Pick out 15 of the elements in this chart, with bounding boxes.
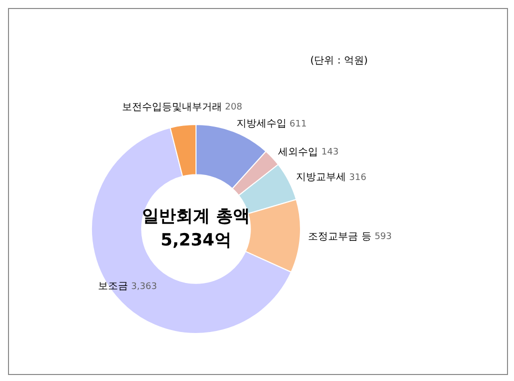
data-label: 593 xyxy=(374,232,392,242)
data-label: 143 xyxy=(321,148,339,158)
slice-label: 세외수입 xyxy=(278,146,322,158)
data-label: 316 xyxy=(349,172,367,183)
slice-label: 보조금 xyxy=(98,281,132,292)
slice-label: 조정교부금 등 xyxy=(308,231,375,242)
slice-label: 보전수입등및내부거래 xyxy=(122,102,225,113)
text: (단위 : 억원) xyxy=(310,56,368,67)
data-label: 3,363 xyxy=(131,282,157,292)
slice-label: 지방교부세 xyxy=(296,172,350,184)
text: 5,234억 xyxy=(160,230,232,250)
data-label: 208 xyxy=(224,102,242,113)
slice-label: 지방세수입 xyxy=(236,118,290,130)
data-label: 611 xyxy=(290,119,307,130)
text: 일반회계 총액 xyxy=(142,206,250,226)
